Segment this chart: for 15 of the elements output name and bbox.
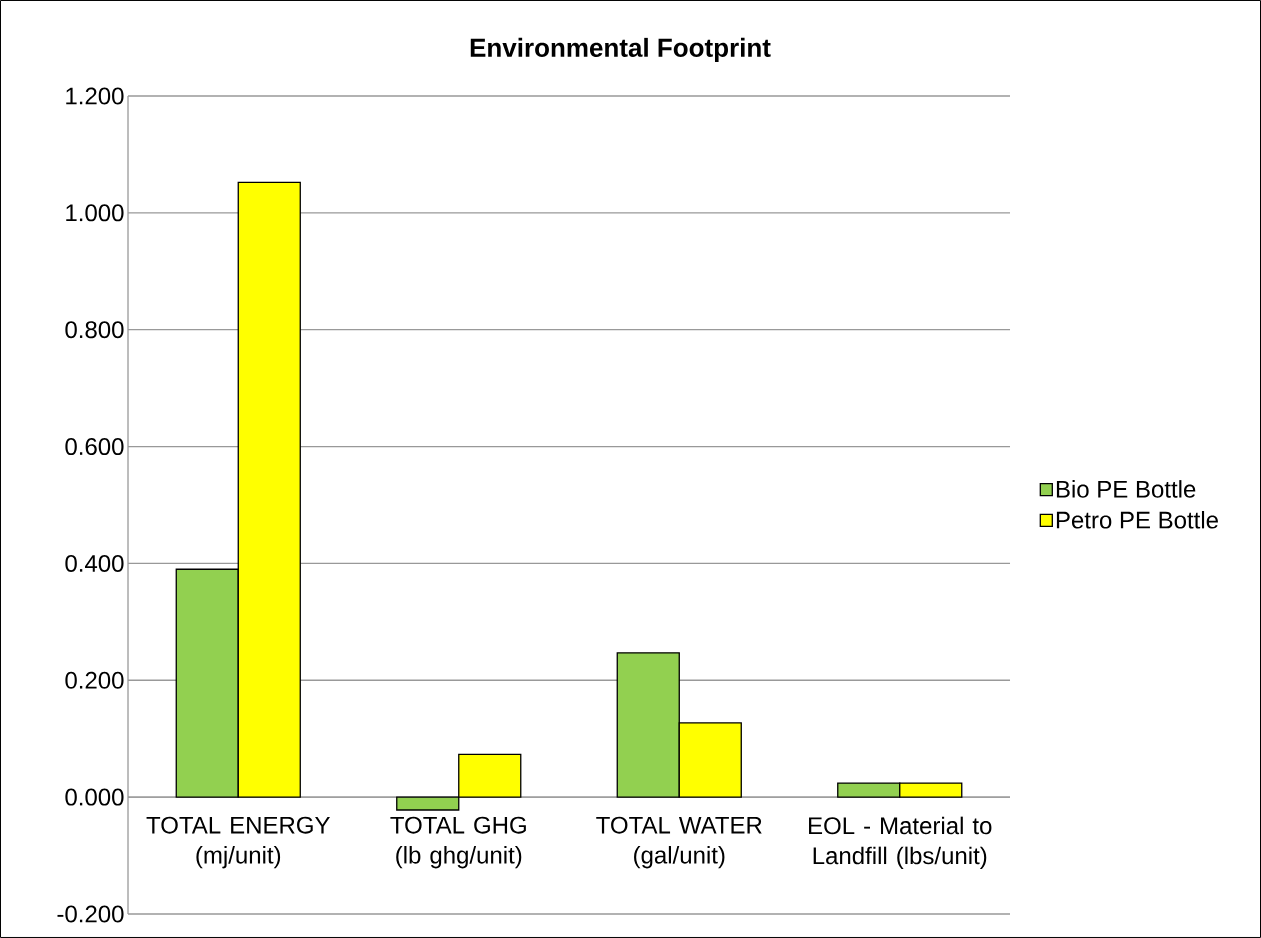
y-tick-label: 0.200 bbox=[65, 671, 124, 689]
y-tick-label: 0.600 bbox=[65, 438, 124, 456]
y-tick-label: 0.800 bbox=[65, 321, 124, 339]
x-tick-label: TOTAL ENERGY (mj/unit) bbox=[146, 816, 330, 869]
x-tick-label: TOTAL GHG (lb ghg/unit) bbox=[390, 816, 526, 869]
legend-label: Petro PE Bottle bbox=[1056, 510, 1218, 529]
y-tick-label: 1.200 bbox=[66, 87, 124, 105]
chart-title: Environmental Footprint bbox=[470, 37, 771, 63]
y-tick-label: 1.000 bbox=[66, 204, 124, 222]
y-tick-label: -0.200 bbox=[57, 905, 124, 923]
legend-label: Bio PE Bottle bbox=[1056, 480, 1196, 498]
x-tick-label: TOTAL WATER (gal/unit) bbox=[596, 816, 762, 869]
y-tick-label: 0.400 bbox=[65, 554, 124, 572]
y-tick-label: 0.000 bbox=[65, 788, 124, 806]
x-tick-label: EOL - Material to Landfill (lbs/unit) bbox=[809, 816, 992, 870]
